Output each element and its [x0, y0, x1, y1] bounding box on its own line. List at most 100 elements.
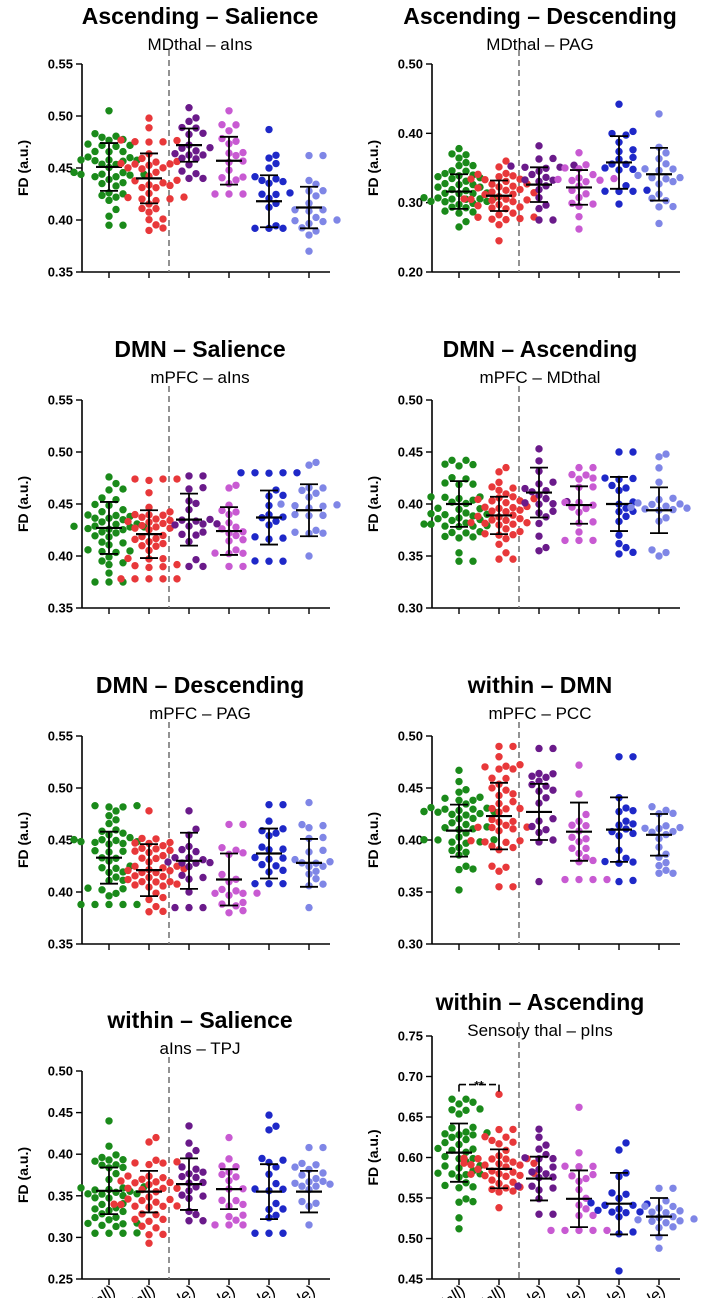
- chart-title: DMN – Salience: [114, 336, 285, 362]
- data-point: [159, 1230, 167, 1239]
- data-point: [655, 869, 663, 877]
- data-point: [291, 855, 299, 864]
- data-point: [138, 877, 146, 886]
- data-point: [629, 858, 637, 866]
- data-point: [312, 875, 320, 883]
- data-point: [455, 1198, 463, 1206]
- data-point: [509, 209, 517, 217]
- data-point: [119, 485, 127, 493]
- data-point: [131, 535, 139, 544]
- data-point: [91, 500, 99, 509]
- data-point: [467, 518, 475, 527]
- data-point: [549, 507, 557, 515]
- data-point: [516, 203, 524, 211]
- data-point: [272, 151, 280, 159]
- data-point: [502, 838, 510, 847]
- data-point: [178, 167, 186, 175]
- data-point: [462, 811, 470, 819]
- data-point: [138, 1210, 146, 1218]
- data-point: [615, 877, 623, 886]
- data-point: [145, 503, 153, 512]
- data-point: [509, 1158, 517, 1166]
- data-point: [98, 1153, 106, 1162]
- data-point: [166, 516, 174, 525]
- data-point: [239, 1185, 247, 1193]
- data-point: [192, 1146, 200, 1155]
- data-point: [568, 199, 576, 207]
- y-axis-label: FD (a.u.): [15, 140, 31, 196]
- data-point: [199, 151, 207, 159]
- data-point: [575, 790, 583, 798]
- data-point: [239, 157, 247, 165]
- data-point: [192, 169, 200, 178]
- data-point: [166, 508, 174, 516]
- data-point: [434, 1169, 442, 1177]
- data-point: [326, 858, 334, 866]
- data-point: [509, 182, 517, 190]
- data-point: [192, 531, 200, 539]
- data-point: [159, 1159, 167, 1167]
- data-point: [119, 900, 127, 909]
- data-point: [232, 1173, 240, 1181]
- data-point: [549, 770, 557, 778]
- y-tick-label: 0.45: [48, 161, 73, 176]
- data-point: [629, 548, 637, 557]
- data-point: [251, 853, 259, 862]
- chart-title: within – DMN: [467, 672, 612, 698]
- data-point: [488, 862, 496, 870]
- y-tick-label: 0.50: [398, 1231, 423, 1246]
- chart-panel: DMN – Descending mPFC – PAG 0.35 0.40 0.45 0.…: [15, 672, 334, 952]
- data-point: [173, 560, 181, 569]
- y-tick-label: 0.30: [398, 937, 423, 952]
- data-point: [575, 225, 583, 233]
- data-point: [279, 513, 287, 521]
- data-point: [528, 822, 536, 831]
- data-point: [441, 823, 449, 832]
- data-point: [291, 216, 299, 225]
- chart-title: within – Salience: [106, 1007, 292, 1033]
- data-point: [582, 1205, 590, 1213]
- data-point: [615, 100, 623, 108]
- data-point: [265, 557, 273, 565]
- data-point: [258, 176, 266, 185]
- data-point: [91, 847, 99, 855]
- data-point: [502, 516, 510, 525]
- data-point: [117, 575, 125, 583]
- data-point: [441, 1152, 449, 1161]
- data-point: [312, 489, 320, 497]
- data-point: [448, 1170, 456, 1178]
- data-point: [634, 1216, 642, 1224]
- data-point: [98, 886, 106, 894]
- y-tick-label: 0.30: [48, 1230, 73, 1245]
- data-point: [467, 175, 475, 183]
- data-point: [192, 825, 200, 833]
- data-point: [542, 794, 550, 802]
- data-point: [495, 540, 503, 549]
- data-point: [641, 165, 649, 173]
- chart-panel: within – Salience aIns – TPJ 0.25 0.30 0.35 0…: [15, 1007, 334, 1298]
- data-point: [629, 806, 637, 815]
- data-point: [298, 1197, 306, 1206]
- data-point: [239, 190, 247, 198]
- data-point: [448, 1095, 456, 1103]
- data-point: [462, 862, 470, 870]
- data-point: [547, 1226, 555, 1235]
- data-point: [495, 1188, 503, 1196]
- data-point: [582, 177, 590, 186]
- data-point: [159, 1215, 167, 1224]
- data-point: [218, 506, 226, 515]
- data-point: [77, 1184, 85, 1192]
- data-point: [509, 883, 517, 891]
- data-point: [488, 196, 496, 205]
- data-point: [488, 1136, 496, 1145]
- data-point: [542, 201, 550, 209]
- data-point: [192, 847, 200, 856]
- data-point: [495, 478, 503, 487]
- y-tick-label: 0.35: [398, 549, 423, 564]
- data-point: [495, 468, 503, 476]
- data-point: [159, 882, 167, 890]
- data-point: [105, 1216, 113, 1224]
- chart-title: Ascending – Descending: [403, 3, 677, 29]
- significance-label: **: [474, 1079, 484, 1093]
- data-point: [629, 753, 637, 761]
